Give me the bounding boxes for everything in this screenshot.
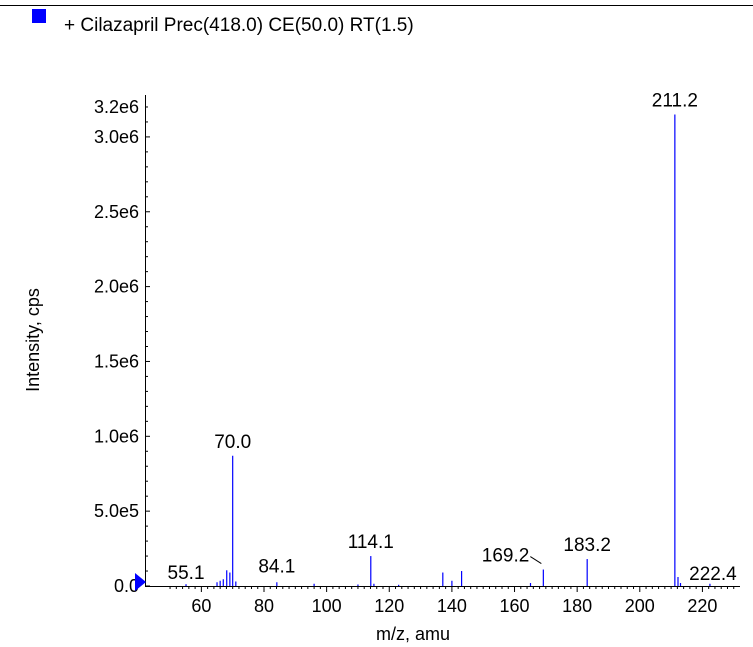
- spectrum-peaks: [185, 114, 711, 586]
- peak-label: 183.2: [563, 535, 611, 556]
- x-axis-title: m/z, amu: [376, 624, 450, 644]
- y-tick-label: 2.5e6: [94, 202, 139, 222]
- peak-label: 211.2: [652, 90, 698, 111]
- x-tick-label: 160: [500, 596, 530, 616]
- x-tick-label: 120: [374, 596, 404, 616]
- legend-label: + Cilazapril Prec(418.0) CE(50.0) RT(1.5…: [64, 15, 414, 36]
- x-tick-label: 200: [625, 596, 655, 616]
- peak-label: 70.0: [214, 432, 251, 453]
- y-tick-label: 5.0e5: [94, 501, 139, 521]
- y-tick-label: 0.0: [114, 576, 139, 596]
- y-tick-label: 2.0e6: [94, 277, 139, 297]
- y-axis-title: Intensity, cps: [23, 288, 43, 392]
- y-tick-label: 3.0e6: [94, 127, 139, 147]
- legend-swatch[interactable]: [32, 9, 46, 23]
- x-tick-label: 140: [437, 596, 467, 616]
- x-tick-label: 220: [687, 596, 717, 616]
- y-tick-label: 1.5e6: [94, 351, 139, 371]
- axes: [145, 95, 740, 587]
- baseline-marker-icon[interactable]: [135, 573, 146, 591]
- peak-label: 55.1: [168, 563, 205, 584]
- x-tick-label: 180: [562, 596, 592, 616]
- peak-label-leader: [530, 556, 542, 564]
- peak-label: 114.1: [348, 532, 394, 553]
- peak-label: 222.4: [689, 564, 737, 585]
- peak-label: 84.1: [258, 556, 295, 577]
- y-ticks: 0.0 5.0e5 1.0e6 1.5e6 2.0e6 2.5e6 3.0e6 3.2e6: [94, 97, 150, 596]
- y-tick-label: 1.0e6: [94, 426, 139, 446]
- peak-label: 169.2: [482, 546, 530, 567]
- x-tick-label: 100: [312, 596, 342, 616]
- x-tick-label: 60: [191, 596, 211, 616]
- x-ticks: 60 80 100 120 140 160 180 200 220: [169, 586, 735, 616]
- y-tick-label: 3.2e6: [94, 97, 139, 117]
- x-tick-label: 80: [254, 596, 274, 616]
- peak-labels: 55.1 70.0 84.1 114.1 169.2 183.2 211.2 222.4: [168, 90, 738, 584]
